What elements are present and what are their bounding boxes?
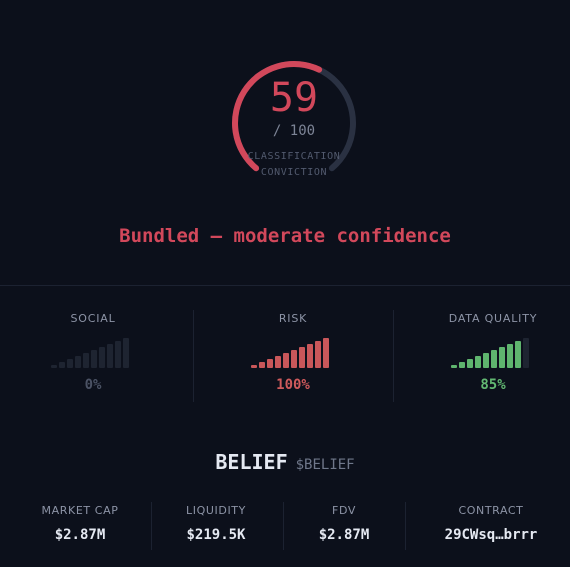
- contract-address[interactable]: 29CWsq…brrr: [444, 527, 538, 543]
- gauge-caption: CLASSIFICATION CONVICTION: [225, 149, 363, 181]
- metric-label: RISK: [278, 312, 308, 325]
- metric-value: 100%: [276, 377, 310, 393]
- stat-label: MARKET CAP: [41, 504, 119, 517]
- metric-label: SOCIAL: [70, 312, 116, 325]
- signal-bar: [291, 350, 297, 368]
- signal-bar: [523, 338, 529, 368]
- stat-liquidity: LIQUIDITY $219.5K: [156, 504, 276, 554]
- signal-bar: [483, 353, 489, 368]
- gauge-max-label: / 100: [272, 123, 316, 139]
- gauge-caption-line1: CLASSIFICATION: [247, 151, 341, 162]
- stat-label: FDV: [332, 504, 356, 517]
- signal-bar: [91, 350, 97, 368]
- stat-value: $219.5K: [186, 527, 246, 543]
- signal-bar: [315, 341, 321, 368]
- metric-risk: RISK 100%: [193, 310, 393, 402]
- signal-bar: [115, 341, 121, 368]
- signal-bar: [275, 356, 281, 368]
- signal-bar: [267, 359, 273, 368]
- signal-bar: [59, 362, 65, 368]
- metric-divider: [393, 310, 394, 402]
- signal-bar: [323, 338, 329, 368]
- gauge-score: 59: [269, 75, 319, 121]
- signal-bars-icon: [251, 338, 335, 368]
- stat-label: LIQUIDITY: [186, 504, 246, 517]
- gauge-caption-line2: CONVICTION: [260, 167, 328, 178]
- token-name: BELIEF: [215, 450, 288, 474]
- metrics-row: SOCIAL 0% RISK 100% DATA QUALITY 85%: [0, 310, 570, 402]
- signal-bar: [75, 356, 81, 368]
- signal-bar: [459, 362, 465, 368]
- signal-bar: [467, 359, 473, 368]
- metric-data-quality: DATA QUALITY 85%: [393, 310, 570, 402]
- signal-bar: [251, 365, 257, 368]
- metric-value: 85%: [480, 377, 506, 393]
- stat-fdv: FDV $2.87M: [284, 504, 404, 554]
- signal-bar: [83, 353, 89, 368]
- stat-label: CONTRACT: [458, 504, 524, 517]
- metric-divider: [193, 310, 194, 402]
- signal-bar: [99, 347, 105, 368]
- signal-bar: [259, 362, 265, 368]
- signal-bar: [507, 344, 513, 368]
- signal-bar: [451, 365, 457, 368]
- stat-value: $2.87M: [54, 527, 106, 543]
- signal-bar: [107, 344, 113, 368]
- metric-value: 0%: [84, 377, 102, 393]
- classification-verdict: Bundled — moderate confidence: [119, 225, 451, 247]
- stat-value: $2.87M: [318, 527, 370, 543]
- metric-social: SOCIAL 0%: [0, 310, 193, 402]
- stat-divider: [283, 502, 284, 550]
- gauge-fill: [232, 61, 323, 172]
- section-divider: [0, 285, 570, 286]
- signal-bar: [67, 359, 73, 368]
- signal-bars-icon: [51, 338, 135, 368]
- stat-market-cap: MARKET CAP $2.87M: [20, 504, 140, 554]
- token-header: BELIEF $BELIEF: [0, 450, 570, 474]
- signal-bar: [491, 350, 497, 368]
- signal-bar: [515, 341, 521, 368]
- signal-bar: [123, 338, 129, 368]
- stat-divider: [405, 502, 406, 550]
- signal-bar: [307, 344, 313, 368]
- signal-bar: [299, 347, 305, 368]
- metric-label: DATA QUALITY: [448, 312, 538, 325]
- token-ticker: $BELIEF: [295, 457, 355, 473]
- signal-bar: [475, 356, 481, 368]
- stat-divider: [151, 502, 152, 550]
- signal-bar: [283, 353, 289, 368]
- conviction-gauge: 59 / 100 CLASSIFICATION CONVICTION: [225, 61, 363, 183]
- signal-bar: [499, 347, 505, 368]
- stat-contract[interactable]: CONTRACT 29CWsq…brrr: [416, 504, 566, 554]
- signal-bars-icon: [451, 338, 535, 368]
- gauge-ring: [232, 61, 356, 172]
- signal-bar: [51, 365, 57, 368]
